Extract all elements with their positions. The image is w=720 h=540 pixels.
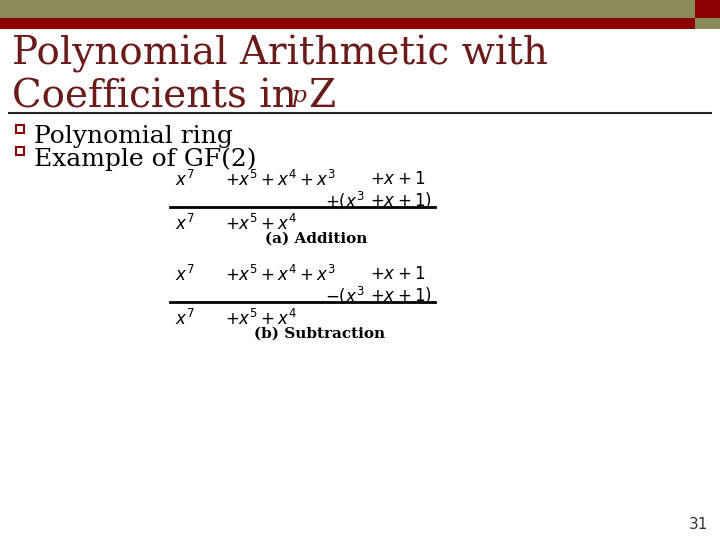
Text: (a) Addition: (a) Addition xyxy=(265,232,367,246)
Text: Coefficients in Z: Coefficients in Z xyxy=(12,78,336,115)
Text: $x^7$: $x^7$ xyxy=(175,309,194,329)
Bar xyxy=(16,125,24,133)
Text: Polynomial ring: Polynomial ring xyxy=(34,125,233,148)
Text: $+x+1)$: $+x+1)$ xyxy=(370,285,432,305)
Text: Polynomial Arithmetic with: Polynomial Arithmetic with xyxy=(12,35,548,73)
Text: $+x^5+x^4$: $+x^5+x^4$ xyxy=(225,309,297,329)
Bar xyxy=(16,147,24,155)
Text: $+(x^3$: $+(x^3$ xyxy=(325,190,364,212)
Bar xyxy=(0,0,695,18)
Bar xyxy=(0,18,695,29)
Text: $+x^5+x^4+x^3$: $+x^5+x^4+x^3$ xyxy=(225,170,336,190)
Bar xyxy=(695,0,720,18)
Text: Example of GF(2): Example of GF(2) xyxy=(34,147,256,171)
Text: 31: 31 xyxy=(688,517,708,532)
Bar xyxy=(695,18,720,29)
Text: $x^7$: $x^7$ xyxy=(175,214,194,234)
Text: $x^7$: $x^7$ xyxy=(175,170,194,190)
Text: $+x+1$: $+x+1$ xyxy=(370,265,426,283)
Text: $+x^5+x^4+x^3$: $+x^5+x^4+x^3$ xyxy=(225,265,336,285)
Text: $+x+1)$: $+x+1)$ xyxy=(370,190,432,210)
Text: $-(x^3$: $-(x^3$ xyxy=(325,285,364,307)
Text: $x^7$: $x^7$ xyxy=(175,265,194,285)
Text: p: p xyxy=(292,85,307,107)
Text: (b) Subtraction: (b) Subtraction xyxy=(254,327,385,341)
Text: $+x+1$: $+x+1$ xyxy=(370,170,426,188)
Text: $+x^5+x^4$: $+x^5+x^4$ xyxy=(225,214,297,234)
